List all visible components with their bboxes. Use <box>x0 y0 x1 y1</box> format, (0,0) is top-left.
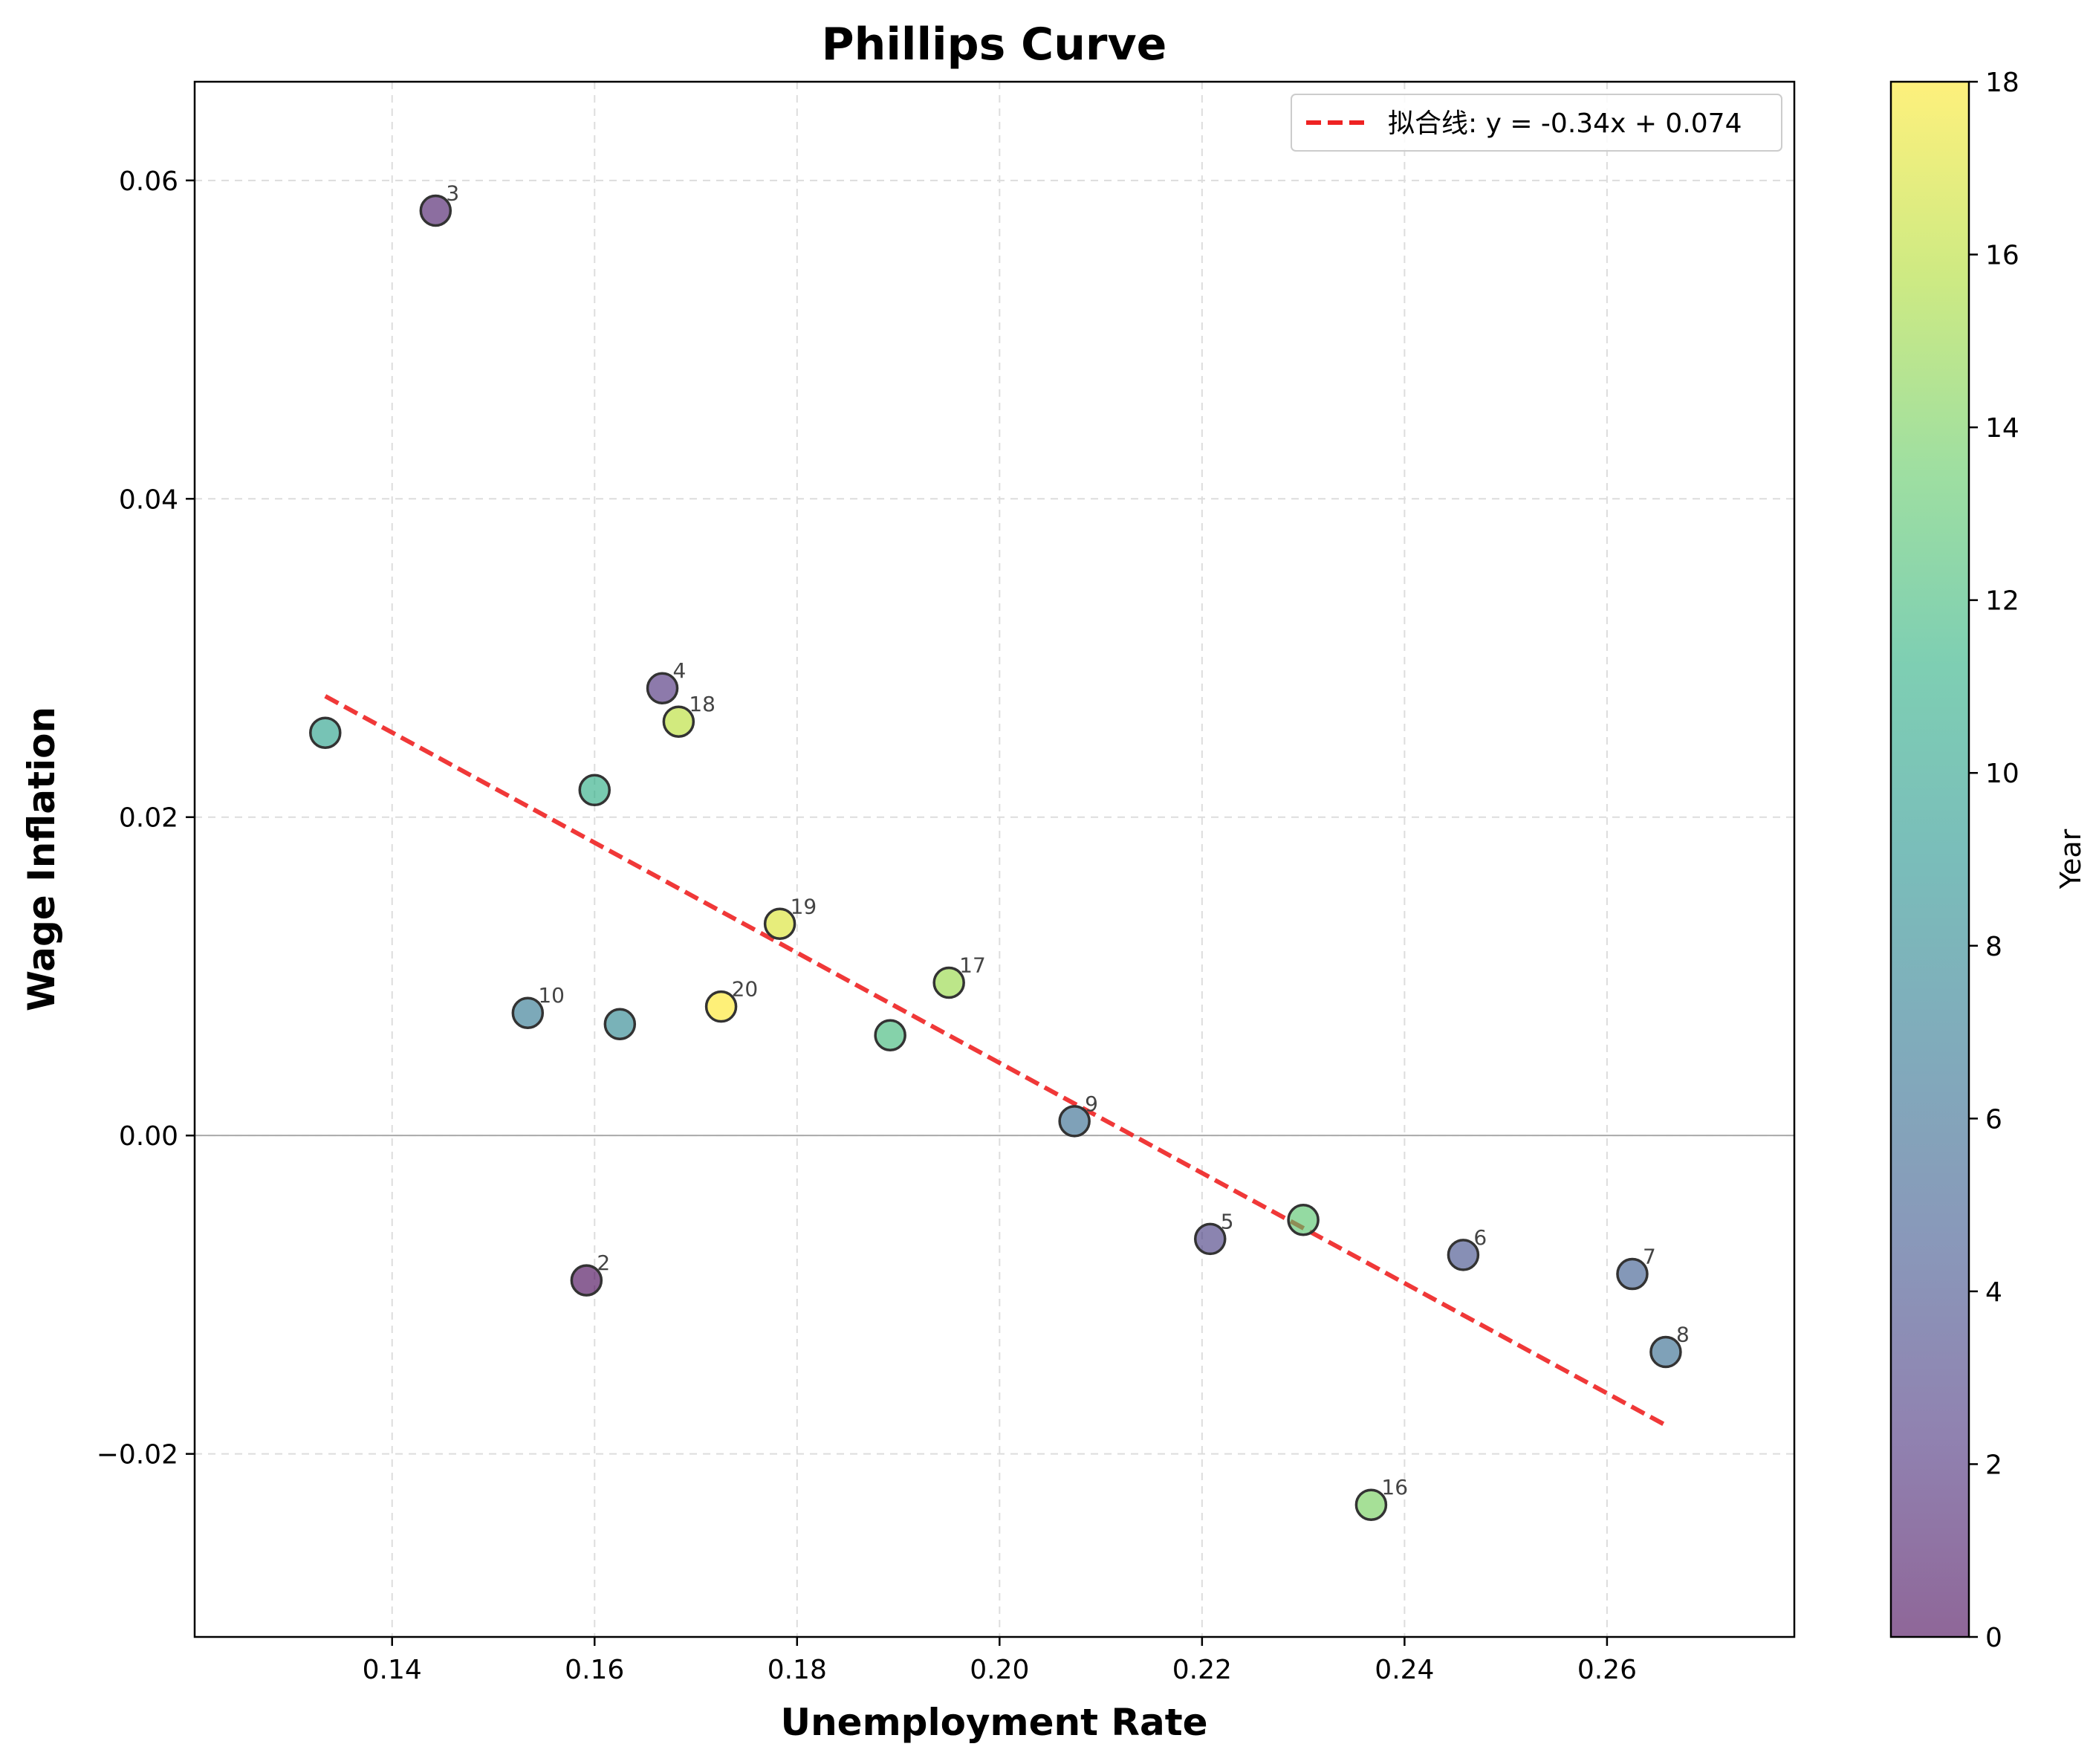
scatter-point-12 <box>874 1019 906 1051</box>
point-label-18: 20 <box>732 977 759 1002</box>
colorbar-tick-label-5: 10 <box>1985 759 2019 789</box>
colorbar-tick-label-1: 2 <box>1985 1450 2002 1480</box>
point-label-15: 17 <box>959 953 986 978</box>
scatter-point-1 <box>419 194 452 227</box>
grid-lines <box>195 82 1794 1637</box>
scatter-point-2 <box>646 672 679 704</box>
colorbar-ticks: 0 2 4 6 8 10 12 14 16 18 <box>1969 68 2019 1653</box>
point-label-5: 7 <box>1643 1245 1656 1269</box>
colorbar-tick-label-0: 0 <box>1985 1623 2002 1653</box>
x-axis-label: Unemployment Rate <box>780 1701 1207 1744</box>
fit-line-group <box>324 694 1667 1427</box>
scatter-point-0 <box>570 1264 603 1297</box>
x-tick-label-0: 0.14 <box>363 1655 422 1685</box>
scatter-point-5 <box>1616 1257 1649 1291</box>
legend-box <box>1291 94 1782 152</box>
x-tick-label-5: 0.24 <box>1375 1655 1434 1685</box>
point-label-1: 3 <box>446 181 459 206</box>
x-tick-label-2: 0.18 <box>768 1655 827 1685</box>
point-label-8: 10 <box>538 983 565 1008</box>
scatter-point-4 <box>1447 1239 1480 1271</box>
point-label-14: 16 <box>1381 1475 1408 1499</box>
y-tick-label-2: 0.02 <box>119 803 178 834</box>
colorbar-tick-label-3: 6 <box>1985 1104 2002 1135</box>
colorbar-tick-label-2: 4 <box>1985 1277 2002 1308</box>
point-label-3: 5 <box>1221 1209 1234 1233</box>
y-tick-label-3: 0.04 <box>119 484 178 515</box>
scatter-points <box>309 194 1682 1521</box>
y-tick-label-4: 0.06 <box>119 166 178 197</box>
scatter-point-15 <box>932 966 965 999</box>
scatter-point-18 <box>704 990 738 1023</box>
scatter-point-10 <box>309 716 342 749</box>
point-label-7: 9 <box>1085 1092 1098 1116</box>
point-annotations: 2 3 4 5 6 7 8 9 10 16 17 18 19 20 <box>446 181 1689 1500</box>
scatter-point-9 <box>603 1008 637 1040</box>
x-tick-label-3: 0.20 <box>970 1655 1029 1685</box>
point-label-16: 18 <box>689 692 715 716</box>
colorbar: 0 2 4 6 8 10 12 14 16 18 Year <box>1889 68 2087 1653</box>
colorbar-label: Year <box>2054 829 2087 889</box>
y-tick-label-1: 0.00 <box>119 1121 178 1152</box>
scatter-point-11 <box>578 774 611 807</box>
colorbar-tick-label-4: 8 <box>1985 932 2002 962</box>
y-axis-ticks: −0.02 0.00 0.02 0.04 0.06 <box>97 166 195 1470</box>
point-label-4: 6 <box>1473 1225 1487 1250</box>
x-tick-label-1: 0.16 <box>565 1655 624 1685</box>
plot-frame <box>193 80 1796 1638</box>
x-axis-ticks: 0.14 0.16 0.18 0.20 0.22 0.24 0.26 <box>363 1637 1637 1685</box>
fit-line <box>324 694 1667 1427</box>
x-tick-label-6: 0.26 <box>1577 1655 1637 1685</box>
point-label-2: 4 <box>673 658 687 683</box>
scatter-point-13 <box>1287 1203 1320 1236</box>
point-label-6: 8 <box>1676 1323 1690 1347</box>
y-tick-label-0: −0.02 <box>97 1440 178 1470</box>
scatter-point-6 <box>1649 1335 1682 1369</box>
legend-entry-fit-line: 拟合线: y = -0.34x + 0.074 <box>1388 108 1742 139</box>
colorbar-tick-label-8: 16 <box>1985 241 2019 271</box>
y-axis-label: Wage Inflation <box>20 707 63 1011</box>
chart-title: Phillips Curve <box>822 19 1167 71</box>
scatter-point-17 <box>763 907 796 941</box>
point-label-17: 19 <box>791 894 817 918</box>
scatter-point-14 <box>1354 1488 1388 1521</box>
scatter-point-16 <box>662 705 695 738</box>
scatter-point-8 <box>511 996 545 1029</box>
scatter-point-3 <box>1193 1222 1227 1256</box>
colorbar-tick-label-9: 18 <box>1985 68 2019 98</box>
scatter-point-7 <box>1058 1105 1091 1138</box>
colorbar-gradient <box>1891 82 1969 1637</box>
point-label-0: 2 <box>597 1251 610 1275</box>
colorbar-frame <box>1889 80 1970 1638</box>
colorbar-tick-label-7: 14 <box>1985 413 2019 444</box>
x-tick-label-4: 0.22 <box>1172 1655 1232 1685</box>
legend: 拟合线: y = -0.34x + 0.074 <box>1291 94 1782 152</box>
colorbar-tick-label-6: 12 <box>1985 586 2019 617</box>
